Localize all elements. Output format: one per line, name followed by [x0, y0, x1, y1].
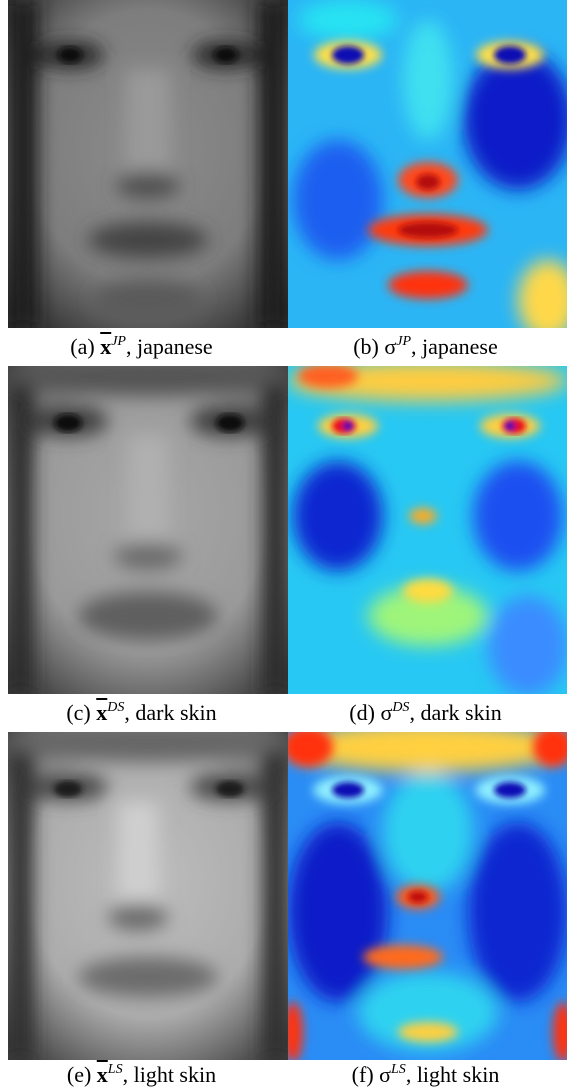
caption-letter: (f) — [351, 1062, 374, 1087]
caption-symbol: x — [96, 1062, 108, 1087]
caption-superscript: DS — [107, 699, 125, 715]
mean-face-image-japanese — [8, 0, 288, 328]
caption-letter: (a) — [70, 334, 95, 359]
caption-label: , japanese — [411, 334, 498, 359]
caption-letter: (d) — [349, 700, 375, 725]
caption-label: , dark skin — [409, 700, 502, 725]
sigma-heatmap-dark-skin — [288, 366, 567, 694]
mean-face-image-light-skin — [8, 732, 288, 1060]
caption-superscript: DS — [392, 699, 410, 715]
caption-label: , japanese — [125, 334, 213, 359]
caption-superscript: JP — [396, 333, 412, 349]
caption-f: (f) σLS, light skin — [284, 1060, 567, 1090]
sigma-heatmap-japanese — [288, 0, 567, 328]
caption-e: (e) xLS, light skin — [0, 1060, 283, 1090]
caption-superscript: LS — [107, 1061, 123, 1077]
caption-letter: (b) — [353, 334, 379, 359]
caption-symbol: x — [100, 334, 112, 359]
caption-superscript: JP — [111, 333, 126, 349]
caption-symbol: σ — [380, 700, 393, 725]
caption-letter: (c) — [66, 700, 91, 725]
caption-symbol: σ — [384, 334, 397, 359]
caption-superscript: LS — [391, 1061, 406, 1077]
caption-d: (d) σDS, dark skin — [284, 698, 567, 728]
caption-symbol: σ — [379, 1062, 392, 1087]
mean-face-image-dark-skin — [8, 366, 288, 694]
caption-letter: (e) — [66, 1062, 92, 1087]
caption-label: , light skin — [405, 1062, 500, 1087]
caption-label: , dark skin — [124, 700, 217, 725]
caption-symbol: x — [96, 700, 108, 725]
caption-c: (c) xDS, dark skin — [0, 698, 283, 728]
caption-a: (a) xJP, japanese — [0, 332, 283, 362]
caption-b: (b) σJP, japanese — [284, 332, 567, 362]
caption-label: , light skin — [122, 1062, 217, 1087]
sigma-heatmap-light-skin — [288, 732, 567, 1060]
